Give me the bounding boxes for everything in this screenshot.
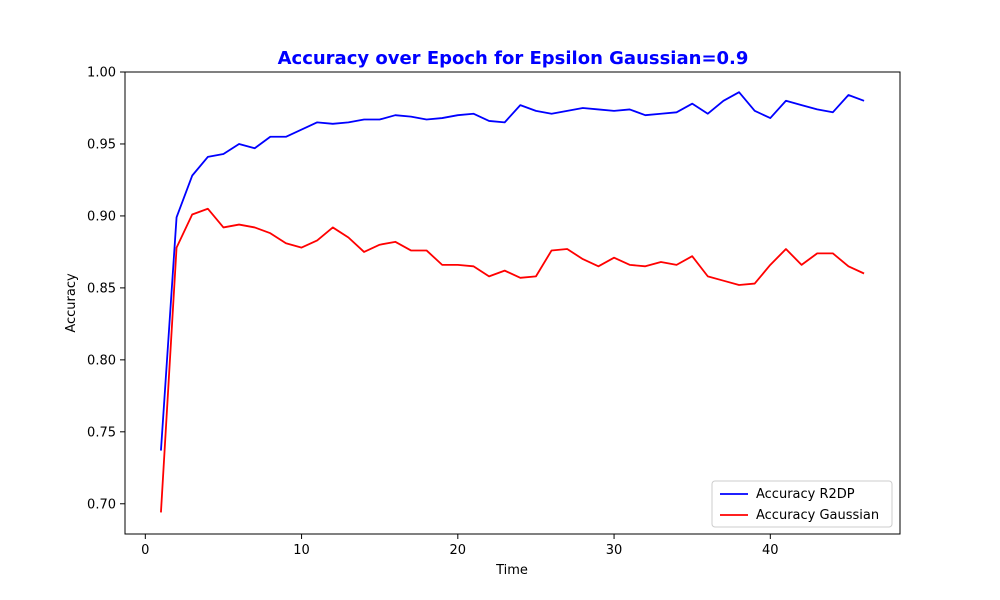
y-tick-label: 0.90 xyxy=(87,209,116,224)
x-tick-label: 0 xyxy=(141,543,149,558)
x-axis-ticks: 0 10 20 30 40 xyxy=(141,534,779,558)
y-axis-label: Accuracy xyxy=(64,273,79,333)
chart-title: Accuracy over Epoch for Epsilon Gaussian… xyxy=(278,48,749,69)
x-axis-label: Time xyxy=(495,563,528,578)
series-line-r2dp xyxy=(160,91,865,451)
x-tick-label: 10 xyxy=(293,543,310,558)
y-tick-label: 0.75 xyxy=(87,425,116,440)
y-tick-label: 0.85 xyxy=(87,281,116,296)
x-tick-label: 20 xyxy=(450,543,467,558)
legend: Accuracy R2DP Accuracy Gaussian xyxy=(711,480,893,528)
legend-label-gaussian: Accuracy Gaussian xyxy=(756,508,879,523)
x-tick-label: 40 xyxy=(762,543,779,558)
series-layer xyxy=(160,91,865,513)
series-line-gaussian xyxy=(160,207,865,513)
y-tick-label: 0.95 xyxy=(87,137,116,152)
x-tick-label: 30 xyxy=(606,543,623,558)
plot-frame xyxy=(124,71,901,535)
legend-label-r2dp: Accuracy R2DP xyxy=(756,487,855,502)
y-axis-ticks: 0.70 0.75 0.80 0.85 0.90 0.95 1.00 xyxy=(87,66,125,512)
legend-box xyxy=(711,480,893,528)
y-tick-label: 1.00 xyxy=(87,66,116,81)
y-tick-label: 0.70 xyxy=(87,497,116,512)
y-tick-label: 0.80 xyxy=(87,353,116,368)
